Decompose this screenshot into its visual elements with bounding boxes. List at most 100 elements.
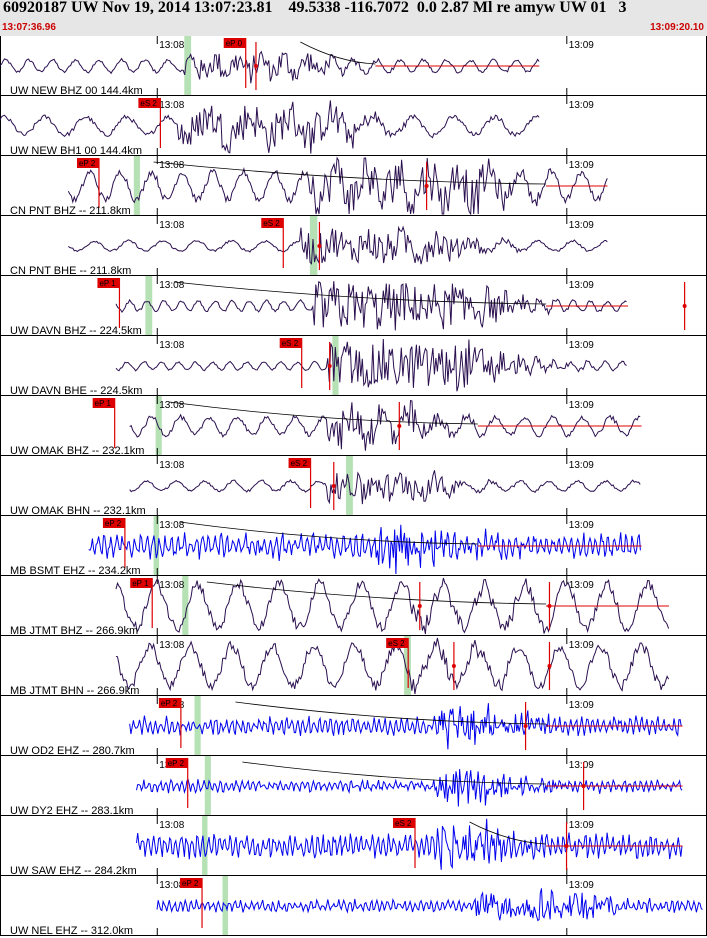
time-tick-label: 13:09 — [569, 340, 594, 351]
time-tick-label: 13:09 — [569, 40, 594, 51]
theoretical-arrival-band — [404, 636, 411, 696]
amplitude-pick-dot — [317, 244, 322, 248]
time-tick-label: 13:09 — [569, 280, 594, 291]
phase-pick-label: eP 2 — [161, 699, 178, 708]
time-tick-label: 13:08 — [159, 400, 184, 411]
time-tick-label: 13:08 — [159, 40, 184, 51]
start-time-label: 13:07:36.96 — [2, 22, 56, 33]
waveform-trace — [136, 769, 683, 807]
station-label: CN PNT BHE -- 211.8km — [10, 265, 131, 277]
time-tick-label: 13:09 — [569, 640, 594, 651]
time-tick-label: 13:08 — [159, 220, 184, 231]
time-tick-label: 13:08 — [159, 280, 184, 291]
time-tick-label: 13:08 — [159, 160, 184, 171]
station-label: UW DY2 EHZ -- 283.1km — [10, 805, 133, 817]
phase-pick-flag — [288, 458, 311, 468]
coda-curve — [179, 521, 478, 545]
event-header: 60920187 UW Nov 19, 2014 13:07:23.81 49.… — [0, 0, 707, 36]
phase-pick-label: eP 2 — [105, 519, 122, 528]
waveform-trace — [115, 280, 627, 331]
phase-pick-flag — [102, 518, 125, 528]
phase-pick-flag — [393, 818, 416, 828]
trace-panel: 13:08 13:09 eS 2 UW OMAK BHN -- 232.1km — [0, 456, 707, 517]
phase-pick-label: eP 1 — [95, 399, 112, 408]
station-label: MB JTMT BHZ -- 266.9km — [10, 625, 138, 637]
amplitude-pick-dot — [327, 364, 332, 368]
amplitude-pick-dot — [581, 784, 586, 788]
trace-panel: 13:08 13:09 eP 0 UW NEW BHZ 00 144.4km — [0, 36, 707, 97]
waveform-trace — [0, 50, 540, 84]
amplitude-pick-dot — [564, 844, 569, 848]
time-tick-label: 13:09 — [569, 880, 594, 891]
amplitude-pick-dot — [331, 484, 336, 488]
theoretical-arrival-band — [332, 336, 339, 396]
amplitude-pick-dot — [547, 664, 552, 668]
coda-curve — [174, 281, 547, 305]
end-time-label: 13:09:20.10 — [650, 22, 704, 33]
station-label: UW NEW BHZ 00 144.4km — [10, 85, 143, 97]
theoretical-arrival-band — [155, 396, 162, 456]
amplitude-pick-dot — [547, 604, 552, 608]
theoretical-arrival-band — [133, 156, 140, 216]
phase-pick-flag — [130, 578, 153, 588]
time-tick-label: 13:08 — [159, 820, 184, 831]
time-tick-label: 13:09 — [569, 100, 594, 111]
time-tick-label: 13:09 — [569, 820, 594, 831]
phase-pick-flag — [165, 758, 188, 768]
coda-curve — [169, 401, 478, 425]
phase-pick-flag — [138, 98, 161, 108]
coda-curve — [206, 581, 547, 605]
amplitude-pick-dot — [523, 724, 528, 728]
trace-panel: 13:08 13:09 eS 2 UW NEW BH1 00 144.4km — [0, 96, 707, 157]
time-tick-label: 13:08 — [159, 340, 184, 351]
phase-pick-label: eS 2 — [291, 459, 308, 468]
coda-curve — [235, 701, 547, 725]
station-label: UW OMAK BHN -- 232.1km — [10, 505, 146, 517]
phase-pick-flag — [386, 638, 409, 648]
phase-pick-label: eS 2 — [282, 339, 299, 348]
station-label: UW DAVN BHE -- 224.5km — [10, 385, 142, 397]
phase-pick-label: eS 2 — [395, 819, 412, 828]
phase-pick-label: eP 1 — [132, 579, 149, 588]
waveform-trace — [115, 338, 627, 392]
station-label: UW OMAK BHZ -- 232.1km — [10, 445, 144, 457]
waveform-trace — [0, 100, 540, 154]
time-tick-label: 13:09 — [569, 220, 594, 231]
phase-pick-label: eS 2 — [388, 639, 405, 648]
phase-pick-flag — [279, 338, 302, 348]
waveform-trace — [136, 818, 683, 870]
time-tick-label: 13:09 — [569, 520, 594, 531]
time-tick-label: 13:08 — [159, 640, 184, 651]
theoretical-arrival-band — [194, 696, 201, 756]
theoretical-arrival-band — [153, 516, 160, 576]
amplitude-pick-dot — [253, 64, 258, 68]
waveform-trace — [68, 225, 608, 265]
time-tick-label: 13:09 — [569, 760, 594, 771]
amplitude-pick-dot — [682, 304, 687, 308]
time-tick-label: 13:09 — [569, 460, 594, 471]
amplitude-pick-dot — [451, 664, 456, 668]
station-label: UW NEL EHZ -- 312.0km — [10, 925, 133, 937]
time-tick-label: 13:08 — [159, 100, 184, 111]
coda-curve — [242, 761, 547, 785]
trace-panel: 13:08 13:09 eP 2 UW NEL EHZ -- 312.0km — [0, 876, 707, 937]
waveform-trace — [129, 399, 641, 451]
waveform-trace — [115, 577, 670, 635]
station-label: MB JTMT BHN -- 266.9km — [10, 685, 139, 697]
station-label: UW DAVN BHZ -- 224.5km — [10, 325, 142, 337]
phase-pick-flag — [97, 278, 120, 288]
waveform-trace — [156, 888, 703, 922]
time-tick-label: 13:08 — [159, 520, 184, 531]
theoretical-arrival-band — [222, 876, 228, 936]
theoretical-arrival-band — [182, 576, 189, 636]
theoretical-arrival-band — [202, 816, 208, 876]
phase-pick-flag — [158, 698, 181, 708]
time-tick-label: 13:09 — [569, 700, 594, 711]
waveform-trace — [88, 524, 641, 575]
station-label: MB BSMT EHZ -- 234.2km — [10, 565, 141, 577]
coda-curve — [153, 161, 547, 185]
waveform-trace — [129, 470, 641, 505]
trace-panel: 13:08 13:09 eP 1 UW DAVN BHZ -- 224.5km — [0, 276, 707, 337]
phase-pick-label: eP 2 — [168, 759, 185, 768]
